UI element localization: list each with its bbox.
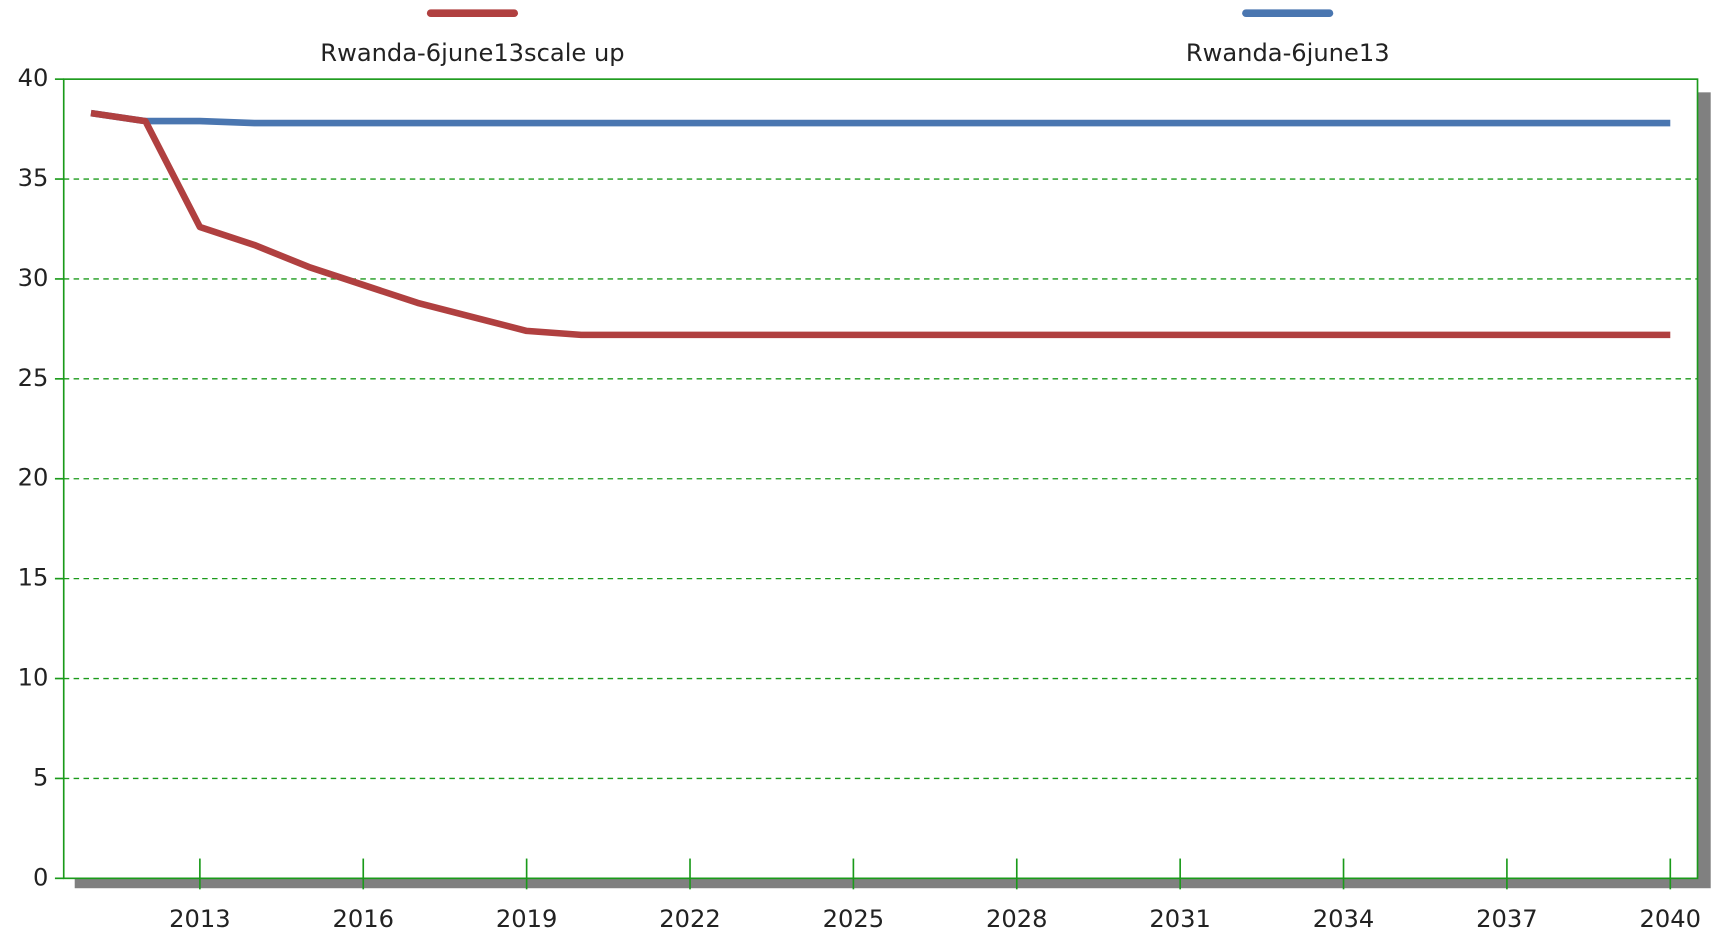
x-tick-label: 2037 — [1476, 905, 1537, 930]
y-tick-label: 15 — [18, 564, 49, 592]
x-tick-label: 2040 — [1640, 905, 1701, 930]
y-tick-label: 25 — [18, 364, 49, 392]
y-tick-label: 5 — [33, 763, 48, 791]
legend-label: Rwanda-6june13scale up — [320, 39, 624, 67]
x-tick-label: 2031 — [1149, 905, 1210, 930]
x-tick-label: 2028 — [986, 905, 1047, 930]
y-tick-label: 20 — [18, 464, 49, 492]
x-tick-label: 2022 — [659, 905, 720, 930]
series-line — [90, 109, 1671, 339]
x-tick-label: 2025 — [823, 905, 884, 930]
y-tick-label: 30 — [18, 264, 49, 292]
y-tick-label: 10 — [18, 664, 49, 692]
y-tick-label: 0 — [33, 863, 48, 891]
y-tick-label: 40 — [18, 64, 49, 92]
x-tick-label: 2034 — [1313, 905, 1374, 930]
x-tick-label: 2016 — [333, 905, 394, 930]
x-tick-label: 2019 — [496, 905, 557, 930]
legend-label: Rwanda-6june13 — [1186, 39, 1390, 67]
y-tick-label: 35 — [18, 164, 49, 192]
x-tick-label: 2013 — [169, 905, 230, 930]
series-line — [90, 109, 1671, 127]
